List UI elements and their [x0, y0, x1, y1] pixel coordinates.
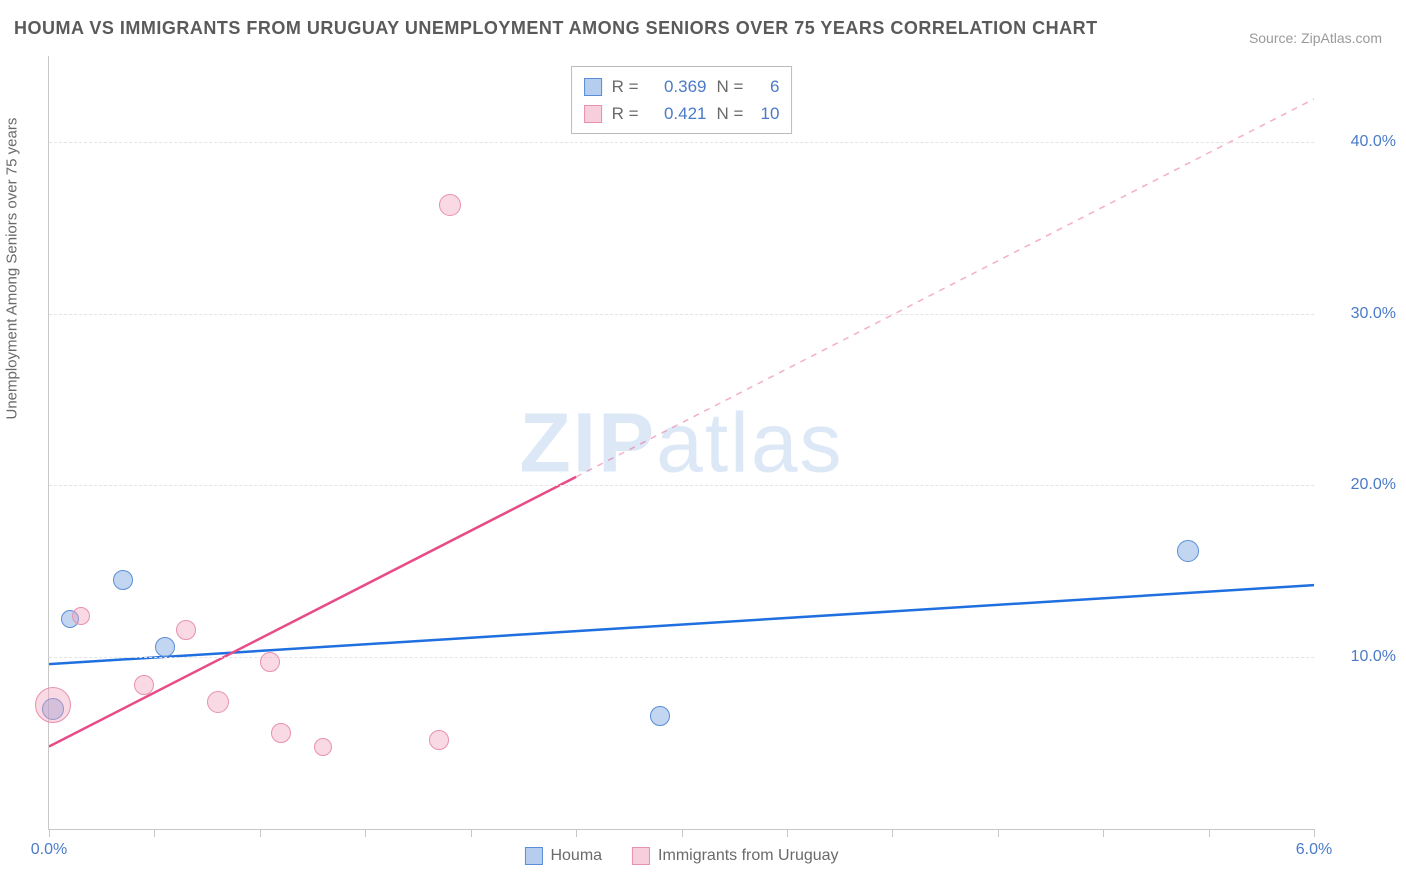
legend-item-houma: Houma: [524, 847, 602, 865]
x-tick: [471, 829, 472, 837]
correlation-chart: HOUMA VS IMMIGRANTS FROM URUGUAY UNEMPLO…: [0, 0, 1406, 892]
data-point[interactable]: [1177, 540, 1199, 562]
x-tick: [998, 829, 999, 837]
stats-row-houma: R = 0.369 N = 6: [584, 73, 780, 100]
data-point[interactable]: [314, 738, 332, 756]
trend-line: [49, 585, 1314, 664]
y-tick-label: 40.0%: [1326, 133, 1396, 151]
watermark-bold: ZIP: [519, 395, 656, 489]
data-point[interactable]: [650, 706, 670, 726]
x-tick: [260, 829, 261, 837]
n-value: 10: [753, 100, 779, 127]
data-point[interactable]: [72, 607, 90, 625]
n-label: N =: [717, 73, 744, 100]
data-point[interactable]: [207, 691, 229, 713]
watermark-rest: atlas: [656, 395, 843, 489]
r-label: R =: [612, 100, 639, 127]
legend-label: Houma: [550, 847, 602, 865]
x-tick: [787, 829, 788, 837]
data-point[interactable]: [260, 652, 280, 672]
x-tick: [154, 829, 155, 837]
legend-item-uruguay: Immigrants from Uruguay: [632, 847, 839, 865]
stats-legend: R = 0.369 N = 6 R = 0.421 N = 10: [571, 66, 793, 134]
x-tick: [1103, 829, 1104, 837]
data-point[interactable]: [113, 570, 133, 590]
data-point[interactable]: [35, 687, 71, 723]
data-point[interactable]: [429, 730, 449, 750]
n-value: 6: [753, 73, 779, 100]
gridline: [49, 485, 1314, 486]
swatch-pink-icon: [584, 105, 602, 123]
x-tick: [49, 829, 50, 837]
x-tick: [1209, 829, 1210, 837]
x-tick-label: 6.0%: [1296, 841, 1332, 859]
x-tick: [1314, 829, 1315, 837]
gridline: [49, 657, 1314, 658]
gridline: [49, 314, 1314, 315]
watermark: ZIPatlas: [519, 394, 843, 491]
stats-row-uruguay: R = 0.421 N = 10: [584, 100, 780, 127]
bottom-legend: Houma Immigrants from Uruguay: [524, 847, 838, 865]
data-point[interactable]: [439, 194, 461, 216]
gridline: [49, 142, 1314, 143]
r-value: 0.421: [649, 100, 707, 127]
data-point[interactable]: [134, 675, 154, 695]
trend-line: [49, 477, 576, 747]
r-label: R =: [612, 73, 639, 100]
swatch-blue-icon: [584, 78, 602, 96]
x-tick: [892, 829, 893, 837]
data-point[interactable]: [155, 637, 175, 657]
x-tick: [576, 829, 577, 837]
data-point[interactable]: [271, 723, 291, 743]
legend-label: Immigrants from Uruguay: [658, 847, 839, 865]
trend-lines: [49, 56, 1314, 829]
data-point[interactable]: [176, 620, 196, 640]
swatch-pink-icon: [632, 847, 650, 865]
y-axis-label: Unemployment Among Seniors over 75 years: [4, 118, 21, 420]
plot-area: ZIPatlas R = 0.369 N = 6 R = 0.421 N = 1…: [48, 56, 1314, 830]
trend-line: [576, 99, 1314, 477]
r-value: 0.369: [649, 73, 707, 100]
chart-title: HOUMA VS IMMIGRANTS FROM URUGUAY UNEMPLO…: [14, 18, 1098, 39]
source-label: Source:: [1249, 30, 1301, 46]
x-tick-label: 0.0%: [31, 841, 67, 859]
swatch-blue-icon: [524, 847, 542, 865]
y-tick-label: 20.0%: [1326, 476, 1396, 494]
source-link[interactable]: ZipAtlas.com: [1301, 30, 1382, 46]
x-tick: [682, 829, 683, 837]
n-label: N =: [717, 100, 744, 127]
y-tick-label: 10.0%: [1326, 648, 1396, 666]
chart-source: Source: ZipAtlas.com: [1249, 30, 1382, 46]
x-tick: [365, 829, 366, 837]
y-tick-label: 30.0%: [1326, 305, 1396, 323]
